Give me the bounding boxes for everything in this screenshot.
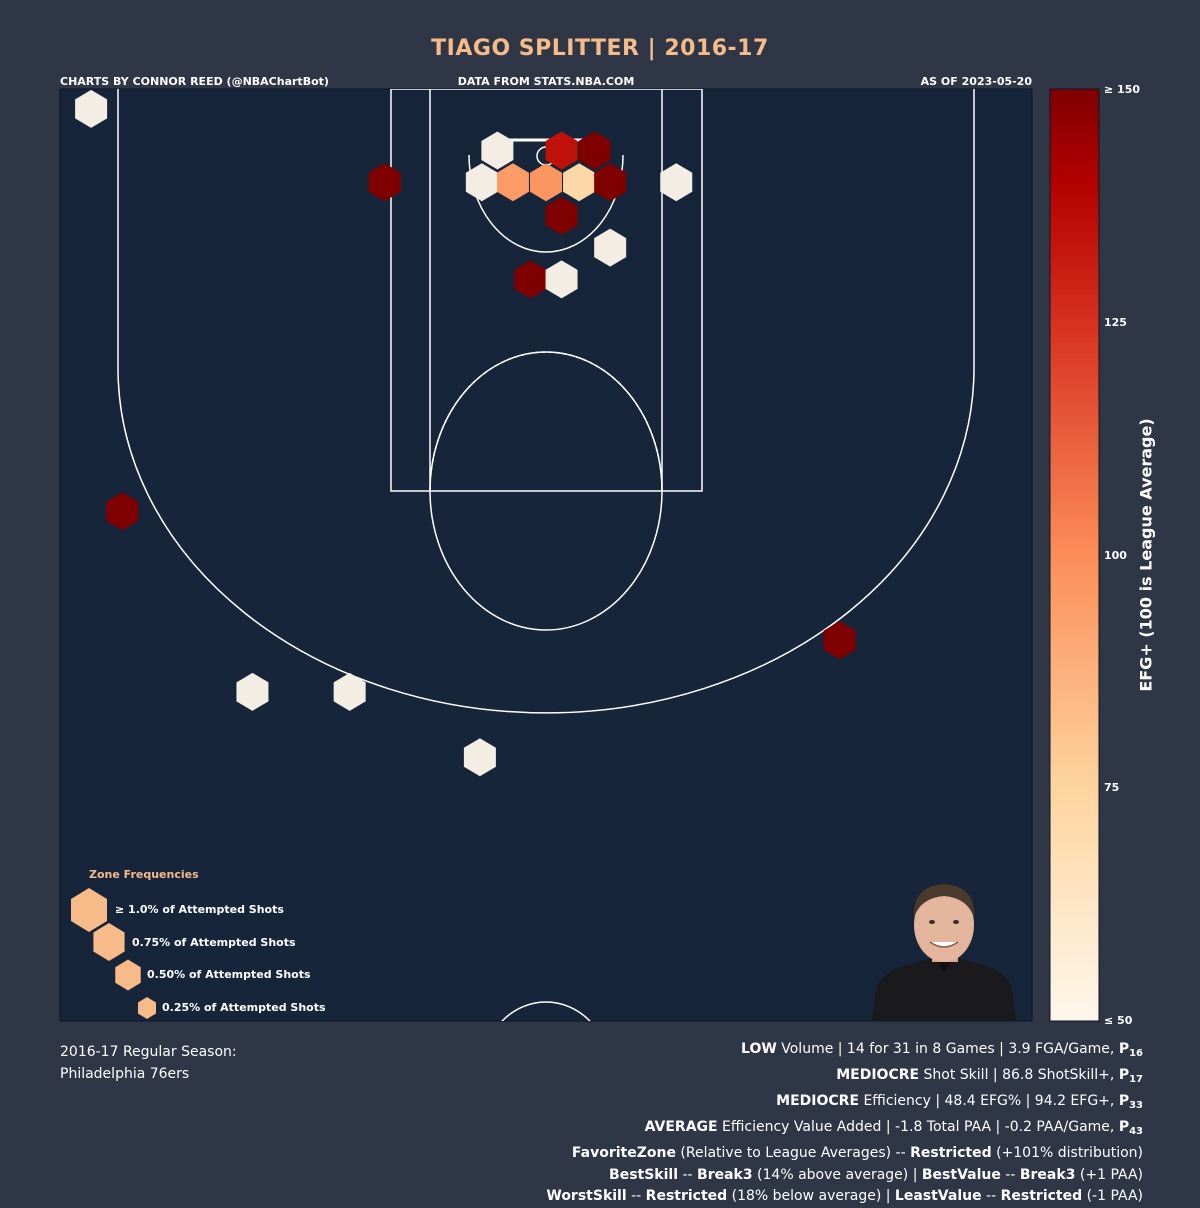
shot-hex-16 xyxy=(106,492,139,531)
stat-shot-skill: MEDIOCRE Shot Skill | 86.8 ShotSkill+, P… xyxy=(836,1066,1143,1085)
shot-hex-7 xyxy=(496,163,529,202)
restricted-area xyxy=(468,154,624,253)
legend-hex-2 xyxy=(93,922,125,962)
court-lines xyxy=(117,89,975,1021)
shot-hex-11 xyxy=(660,163,693,202)
colorbar-tick-50: ≤ 50 xyxy=(1104,1014,1133,1027)
shot-hex-9 xyxy=(563,163,596,202)
season-info: 2016-17 Regular Season: Philadelphia 76e… xyxy=(60,1041,237,1085)
shot-hex-17 xyxy=(823,621,856,660)
shot-hex-5 xyxy=(368,163,401,202)
shot-hex-3 xyxy=(545,131,578,170)
season-line-1: 2016-17 Regular Season: xyxy=(60,1044,237,1060)
stat-efficiency: MEDIOCRE Efficiency | 48.4 EFG% | 94.2 E… xyxy=(776,1092,1143,1111)
colorbar-tick-150: ≥ 150 xyxy=(1104,83,1141,96)
court-background xyxy=(59,88,1033,1022)
legend-hex-4 xyxy=(138,997,156,1019)
shot-hexes xyxy=(75,89,856,777)
center-circle xyxy=(501,1001,591,1021)
colorbar-label: EFG+ (100 is League Average) xyxy=(1136,418,1156,692)
shot-hex-1 xyxy=(75,89,108,128)
legend-label-4: 0.25% of Attempted Shots xyxy=(162,1001,326,1014)
stat-favorite-zone: FavoriteZone (Relative to League Average… xyxy=(571,1144,1143,1161)
chart-title: TIAGO SPLITTER | 2016-17 xyxy=(431,36,769,61)
shot-hex-10 xyxy=(594,163,627,202)
stat-best: BestSkill -- Break3 (14% above average) … xyxy=(609,1166,1143,1183)
three-point-line xyxy=(117,89,975,714)
stat-volume: LOW Volume | 14 for 31 in 8 Games | 3.9 … xyxy=(741,1041,1143,1059)
as-of-date: AS OF 2023-05-20 xyxy=(920,75,1032,88)
season-team: Philadelphia 76ers xyxy=(60,1066,190,1082)
colorbar-tick-100: 100 xyxy=(1104,549,1127,562)
shot-hex-15 xyxy=(545,260,578,299)
shot-hex-12 xyxy=(545,196,578,235)
chart-credit: CHARTS BY CONNOR REED (@NBAChartBot) xyxy=(60,75,329,88)
data-source: DATA FROM STATS.NBA.COM xyxy=(457,75,635,88)
player-headshot-icon xyxy=(872,884,1016,1020)
shot-hex-19 xyxy=(333,672,366,711)
shot-hex-20 xyxy=(463,738,496,777)
legend-label-3: 0.50% of Attempted Shots xyxy=(147,968,311,981)
free-throw-circle xyxy=(429,351,663,631)
legend-label-2: 0.75% of Attempted Shots xyxy=(132,936,296,949)
shot-hex-14 xyxy=(514,260,547,299)
legend-hex-1 xyxy=(71,888,107,932)
legend-title: Zone Frequencies xyxy=(89,868,199,881)
stat-value-added: AVERAGE Efficiency Value Added | -1.8 To… xyxy=(644,1118,1143,1137)
shot-hex-2 xyxy=(481,131,514,170)
shot-hex-6 xyxy=(465,163,498,202)
paint-outer xyxy=(390,89,703,492)
shot-hex-18 xyxy=(236,672,269,711)
colorbar xyxy=(1049,88,1100,1022)
colorbar-tick-125: 125 xyxy=(1104,316,1127,329)
legend-label-1: ≥ 1.0% of Attempted Shots xyxy=(115,903,284,916)
shot-hex-13 xyxy=(594,228,627,267)
stats-summary: LOW Volume | 14 for 31 in 8 Games | 3.9 … xyxy=(546,1039,1143,1208)
stat-worst: WorstSkill -- Restricted (18% below aver… xyxy=(546,1188,1143,1205)
legend-hex-3 xyxy=(115,959,141,991)
shot-hex-8 xyxy=(530,163,562,202)
shot-hex-4 xyxy=(578,131,611,170)
colorbar-tick-75: 75 xyxy=(1104,781,1120,794)
